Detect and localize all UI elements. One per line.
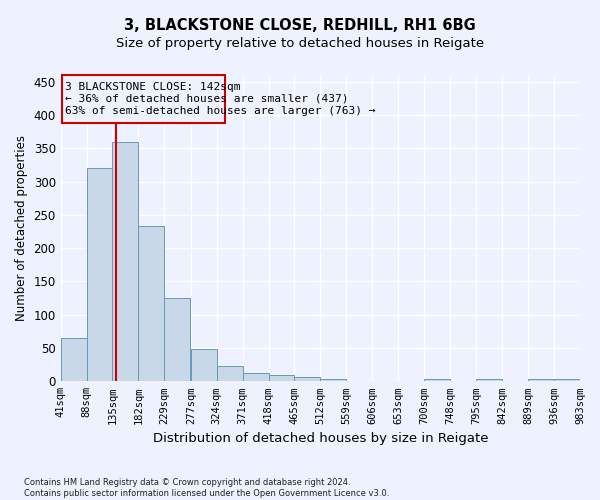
Bar [139,226,164,382]
Text: 3 BLACKSTONE CLOSE: 142sqm
← 36% of detached houses are smaller (437)
63% of sem: 3 BLACKSTONE CLOSE: 142sqm ← 36% of deta… [65,82,376,116]
Bar [476,380,502,382]
Bar [346,380,372,382]
Bar [191,348,217,382]
FancyBboxPatch shape [62,75,225,123]
Bar [424,380,450,382]
Text: Contains HM Land Registry data © Crown copyright and database right 2024.
Contai: Contains HM Land Registry data © Crown c… [24,478,389,498]
Bar [242,372,269,382]
Bar [86,168,112,382]
Bar [217,366,242,382]
X-axis label: Distribution of detached houses by size in Reigate: Distribution of detached houses by size … [152,432,488,445]
Text: Size of property relative to detached houses in Reigate: Size of property relative to detached ho… [116,38,484,51]
Bar [554,380,580,382]
Bar [61,338,86,382]
Bar [295,378,320,382]
Bar [164,298,190,382]
Bar [269,376,295,382]
Bar [112,142,139,382]
Bar [320,378,346,382]
Text: 3, BLACKSTONE CLOSE, REDHILL, RH1 6BG: 3, BLACKSTONE CLOSE, REDHILL, RH1 6BG [124,18,476,32]
Bar [528,380,554,382]
Y-axis label: Number of detached properties: Number of detached properties [15,135,28,321]
